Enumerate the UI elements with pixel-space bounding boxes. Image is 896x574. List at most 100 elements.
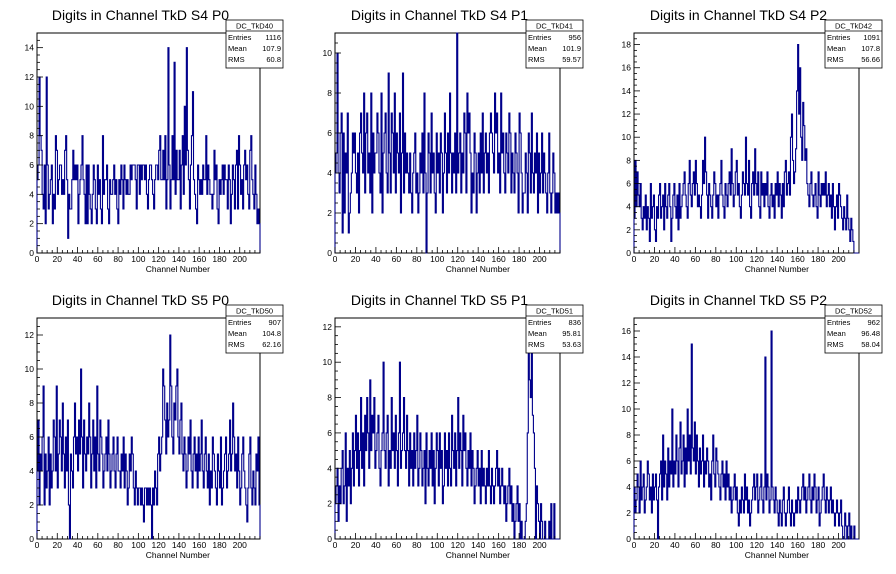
x-tick-label: 60 (93, 540, 103, 550)
x-tick-label: 180 (212, 540, 226, 550)
y-tick-label: 10 (622, 132, 632, 142)
x-tick-label: 40 (371, 540, 381, 550)
x-tick-label: 100 (729, 540, 743, 550)
x-tick-label: 0 (35, 540, 40, 550)
stats-label: Mean (827, 44, 846, 53)
x-tick-label: 160 (791, 254, 805, 264)
y-tick-label: 8 (626, 155, 631, 165)
x-tick-label: 20 (650, 254, 660, 264)
stats-box-frame (824, 304, 883, 354)
y-tick-label: 16 (622, 326, 632, 336)
x-axis-label: Channel Number (146, 550, 210, 560)
chart-title: Digits in Channel TkD S4 P2 (650, 7, 827, 23)
x-tick-label: 160 (492, 540, 506, 550)
y-tick-label: 8 (29, 131, 34, 141)
x-tick-label: 140 (770, 254, 784, 264)
x-tick-label: 180 (811, 254, 825, 264)
stats-box: DC_TkD40 Entries 1116 Mean 107.9 RMS 60.8 (225, 19, 284, 69)
x-tick-label: 100 (131, 254, 145, 264)
y-tick-label: 6 (327, 128, 332, 138)
x-tick-label: 40 (670, 540, 680, 550)
stats-value: 962 (867, 318, 880, 327)
stats-label: RMS (528, 55, 545, 64)
x-tick-label: 100 (430, 540, 444, 550)
histogram-panel-1: Digits in Channel TkD S4 P00 20 40 60 80 100 1… (25, 7, 284, 274)
stats-label: Mean (528, 44, 547, 53)
x-tick-label: 40 (670, 254, 680, 264)
x-tick-label: 120 (451, 540, 465, 550)
y-tick-label: 6 (626, 456, 631, 466)
x-tick-label: 200 (532, 254, 546, 264)
y-tick-label: 0 (29, 534, 34, 544)
y-tick-label: 2 (327, 499, 332, 509)
stats-value: 58.04 (861, 340, 880, 349)
y-tick-label: 2 (626, 225, 631, 235)
y-tick-label: 10 (622, 404, 632, 414)
stats-label: RMS (827, 55, 844, 64)
y-tick-label: 8 (327, 88, 332, 98)
y-tick-label: 2 (626, 508, 631, 518)
y-tick-label: 0 (626, 248, 631, 258)
x-tick-label: 80 (711, 540, 721, 550)
y-tick-label: 8 (626, 430, 631, 440)
stats-value: 836 (568, 318, 581, 327)
histogram-series (334, 32, 561, 254)
stats-label: Mean (228, 329, 247, 338)
x-tick-label: 0 (333, 254, 338, 264)
y-tick-label: 6 (29, 432, 34, 442)
stats-label: Entries (528, 318, 552, 327)
x-tick-label: 80 (412, 254, 422, 264)
y-tick-label: 4 (29, 466, 34, 476)
stats-box: DC_TkD52 Entries 962 Mean 96.48 RMS 58.04 (824, 304, 883, 354)
x-tick-label: 20 (53, 254, 63, 264)
y-tick-label: 0 (327, 534, 332, 544)
x-tick-label: 60 (392, 254, 402, 264)
y-tick-label: 14 (622, 352, 632, 362)
y-tick-label: 6 (29, 160, 34, 170)
x-tick-label: 180 (512, 540, 526, 550)
y-tick-label: 2 (29, 219, 34, 229)
y-tick-label: 0 (29, 248, 34, 258)
x-axis-label: Channel Number (745, 550, 809, 560)
x-tick-label: 180 (512, 254, 526, 264)
histogram-series (633, 330, 859, 540)
x-tick-label: 200 (831, 540, 845, 550)
x-tick-label: 140 (172, 254, 186, 264)
y-tick-label: 12 (25, 72, 35, 82)
stats-name: DC_TkD51 (536, 307, 573, 316)
x-tick-label: 60 (392, 540, 402, 550)
x-axis-label: Channel Number (446, 264, 510, 274)
y-tick-label: 4 (626, 482, 631, 492)
y-tick-label: 2 (327, 208, 332, 218)
histogram-series (633, 44, 859, 254)
x-tick-label: 200 (233, 254, 247, 264)
x-tick-label: 100 (131, 540, 145, 550)
x-tick-label: 60 (93, 254, 103, 264)
x-tick-label: 120 (152, 254, 166, 264)
stats-value: 107.8 (861, 44, 880, 53)
stats-value: 60.8 (266, 55, 281, 64)
stats-label: Mean (528, 329, 547, 338)
stats-value: 96.48 (861, 329, 880, 338)
y-tick-label: 18 (622, 40, 632, 50)
y-tick-label: 10 (323, 357, 333, 367)
x-tick-label: 200 (233, 540, 247, 550)
stats-value: 56.66 (861, 55, 880, 64)
stats-name: DC_TkD50 (236, 307, 273, 316)
y-tick-label: 0 (626, 534, 631, 544)
stats-label: RMS (827, 340, 844, 349)
x-tick-label: 0 (632, 254, 637, 264)
stats-box: DC_TkD50 Entries 907 Mean 104.8 RMS 62.16 (225, 304, 284, 354)
histogram-series (36, 334, 261, 540)
y-tick-label: 14 (25, 43, 35, 53)
histogram-panel-4: Digits in Channel TkD S5 P00 20 40 60 80 100 1… (25, 292, 284, 560)
histogram-panel-6: Digits in Channel TkD S5 P20 20 40 60 80 100 1… (622, 292, 883, 560)
stats-name: DC_TkD41 (536, 22, 573, 31)
y-tick-label: 12 (622, 378, 632, 388)
stats-label: Entries (528, 33, 552, 42)
histogram-series (334, 343, 560, 540)
x-tick-label: 60 (691, 540, 701, 550)
x-tick-label: 160 (492, 254, 506, 264)
x-tick-label: 140 (172, 540, 186, 550)
